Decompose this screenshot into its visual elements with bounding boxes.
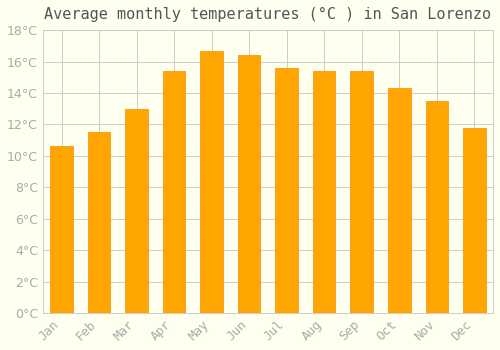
Bar <box>276 68 298 313</box>
Bar <box>163 71 186 313</box>
Bar <box>126 109 148 313</box>
Bar <box>200 50 223 313</box>
Bar <box>88 132 110 313</box>
Title: Average monthly temperatures (°C ) in San Lorenzo: Average monthly temperatures (°C ) in Sa… <box>44 7 492 22</box>
Bar <box>238 55 260 313</box>
Bar <box>313 71 336 313</box>
Bar <box>388 88 410 313</box>
Bar <box>50 146 73 313</box>
Bar <box>463 127 485 313</box>
Bar <box>350 71 373 313</box>
Bar <box>426 101 448 313</box>
